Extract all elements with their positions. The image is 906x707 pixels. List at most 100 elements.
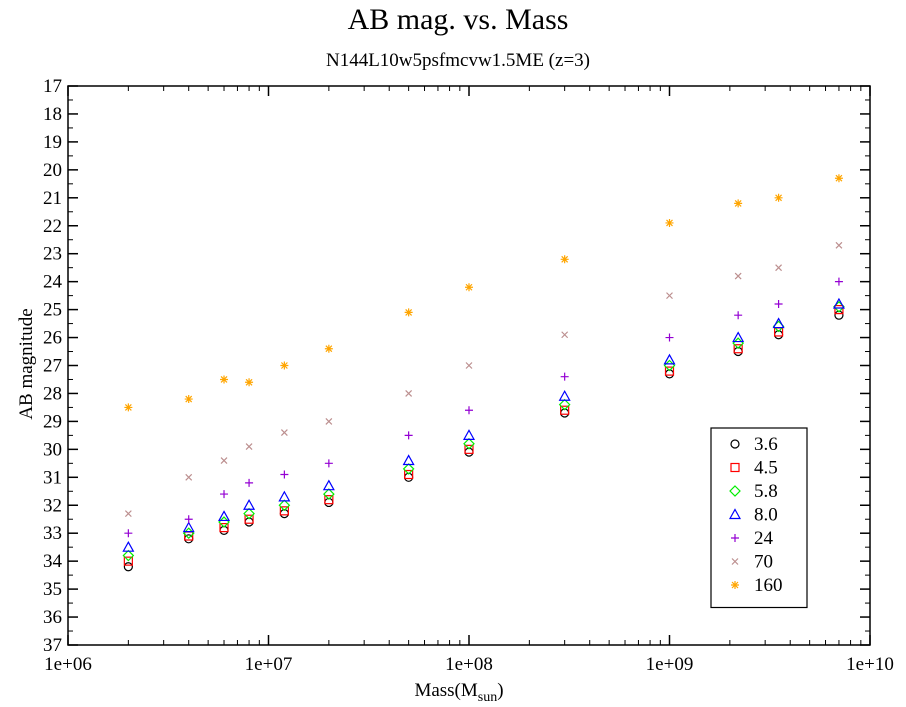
data-point <box>464 444 474 454</box>
x-tick-label: 1e+08 <box>445 654 493 675</box>
data-point <box>734 311 743 320</box>
y-tick-label: 36 <box>43 607 62 628</box>
data-point <box>124 529 133 538</box>
y-tick-label: 31 <box>43 467 62 488</box>
data-point <box>324 344 333 353</box>
data-point <box>278 490 291 502</box>
data-point <box>185 473 193 481</box>
legend-marker-5.8 <box>729 485 741 497</box>
data-point <box>463 437 475 450</box>
data-point <box>123 562 133 572</box>
data-point <box>220 490 229 499</box>
y-tick-label: 28 <box>43 383 62 404</box>
chart-title: AB mag. vs. Mass <box>348 3 569 36</box>
y-tick-label: 20 <box>43 160 62 181</box>
data-point <box>280 361 289 370</box>
series-8.0 <box>122 297 845 552</box>
data-point <box>664 366 675 376</box>
series-4.5 <box>123 305 844 566</box>
data-point <box>832 297 845 309</box>
y-tick-label: 32 <box>43 495 62 516</box>
x-axis-label-subscript: sun <box>478 690 497 705</box>
data-point <box>245 478 254 487</box>
data-points <box>122 174 845 572</box>
data-point <box>184 515 193 524</box>
data-point <box>124 403 133 412</box>
x-axis: 1e+06 1e+07 1e+08 1e+09 1e+10 <box>44 86 894 675</box>
data-point <box>560 405 570 415</box>
data-point <box>835 241 843 249</box>
y-tick-label: 30 <box>43 439 62 460</box>
data-point <box>244 514 254 524</box>
data-point <box>184 395 193 404</box>
legend-label-5.8: 5.8 <box>754 481 778 502</box>
data-point <box>734 272 742 280</box>
legend-label-8.0: 8.0 <box>754 505 778 526</box>
data-point <box>775 264 783 272</box>
x-tick-label: 1e+07 <box>245 654 293 675</box>
data-point <box>404 431 413 440</box>
y-tick-label: 35 <box>43 579 62 600</box>
data-point <box>462 429 476 440</box>
x-tick-label: 1e+10 <box>846 654 894 675</box>
data-point <box>243 499 256 510</box>
y-tick-label: 21 <box>43 188 62 209</box>
data-point <box>122 540 135 552</box>
series-24 <box>124 277 843 538</box>
legend-marker-70 <box>731 558 739 565</box>
y-tick-label: 29 <box>43 411 62 432</box>
series-70 <box>124 241 843 518</box>
data-point <box>733 344 743 354</box>
data-point <box>217 510 231 522</box>
y-tick-label: 27 <box>43 356 62 377</box>
legend-marker-3.6 <box>730 439 740 449</box>
data-point <box>465 406 473 415</box>
legend-marker-8.0 <box>728 508 742 520</box>
legend-label-24: 24 <box>754 528 774 549</box>
data-point <box>220 375 229 384</box>
data-point <box>245 378 254 387</box>
data-point <box>280 470 289 479</box>
data-point <box>323 488 335 500</box>
data-point <box>734 199 743 208</box>
data-point <box>124 510 132 518</box>
y-tick-label: 23 <box>43 244 62 265</box>
y-tick-label: 34 <box>43 551 63 572</box>
x-tick-label: 1e+09 <box>646 654 694 675</box>
y-tick-label: 26 <box>43 328 62 349</box>
legend-marker-24 <box>731 534 739 542</box>
data-point <box>774 193 783 202</box>
data-point <box>245 443 253 450</box>
data-point <box>279 506 289 516</box>
series-160 <box>124 174 843 412</box>
y-tick-label: 22 <box>43 216 62 237</box>
y-tick-label: 25 <box>43 300 62 321</box>
data-point <box>560 372 569 381</box>
data-point <box>558 390 571 401</box>
x-tick-label: 1e+06 <box>44 654 92 675</box>
data-point <box>558 398 571 411</box>
data-point <box>123 556 133 566</box>
data-point <box>834 277 843 286</box>
data-point <box>280 429 288 437</box>
legend-marker-4.5 <box>730 462 740 473</box>
data-point <box>219 523 229 533</box>
data-point <box>665 333 674 342</box>
data-point <box>560 255 569 264</box>
data-point <box>325 417 333 425</box>
y-axis: 17 18 19 20 21 22 23 24 25 26 27 28 29 30 31 32 33 34 35 36… <box>43 76 870 656</box>
chart-subtitle: N144L10w5psfmcvw1.5ME (z=3) <box>326 50 590 71</box>
x-axis-label-main: Mass(M <box>414 680 477 701</box>
data-point <box>322 479 335 491</box>
y-tick-label: 37 <box>43 635 62 656</box>
data-point <box>732 331 745 343</box>
data-point <box>405 390 413 397</box>
y-tick-label: 19 <box>43 132 62 153</box>
legend-label-4.5: 4.5 <box>754 458 778 479</box>
data-point <box>220 457 228 464</box>
data-point <box>834 174 843 183</box>
data-point <box>324 495 334 505</box>
data-point <box>324 459 333 468</box>
